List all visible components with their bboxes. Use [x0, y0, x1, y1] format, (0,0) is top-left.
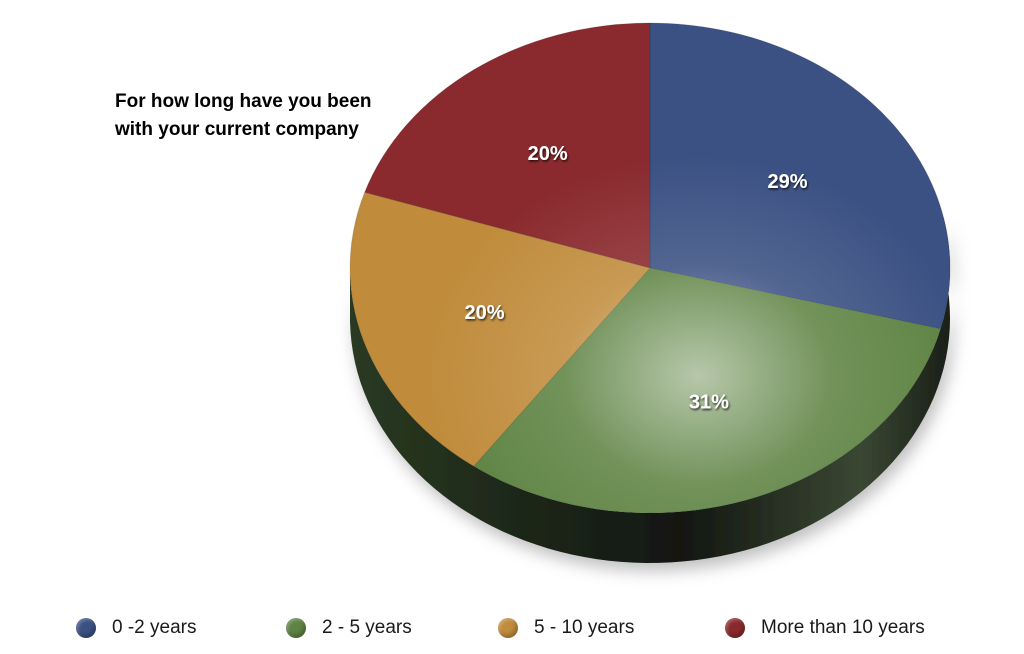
slice-label-2-5-years: 31%: [689, 392, 729, 414]
legend-label: 2 - 5 years: [322, 617, 412, 638]
pie-gloss-highlight: [350, 23, 950, 513]
legend-label: More than 10 years: [761, 617, 925, 638]
legend-label: 5 - 10 years: [534, 617, 635, 638]
slice-label-0-2-years: 29%: [767, 171, 807, 193]
legend-item-5-10-years: 5 - 10 years: [498, 610, 634, 646]
legend-item-2-5-years: 2 - 5 years: [286, 610, 412, 646]
legend-swatch-orange: [498, 618, 518, 638]
legend-swatch-green: [286, 618, 306, 638]
chart-title: For how long have you been with your cur…: [115, 91, 372, 140]
slice-label-5-10-years: 20%: [464, 302, 504, 324]
slice-label-more-than-10-years: 20%: [528, 143, 568, 165]
legend: 0 -2 years 2 - 5 years 5 - 10 years More…: [0, 610, 1024, 646]
legend-swatch-blue: [76, 618, 96, 638]
legend-label: 0 -2 years: [112, 617, 197, 638]
pie-chart: 29% 31% 20% 20%: [349, 22, 951, 563]
legend-item-0-2-years: 0 -2 years: [76, 610, 196, 646]
legend-swatch-red: [725, 618, 745, 638]
legend-item-more-than-10-years: More than 10 years: [725, 610, 925, 646]
